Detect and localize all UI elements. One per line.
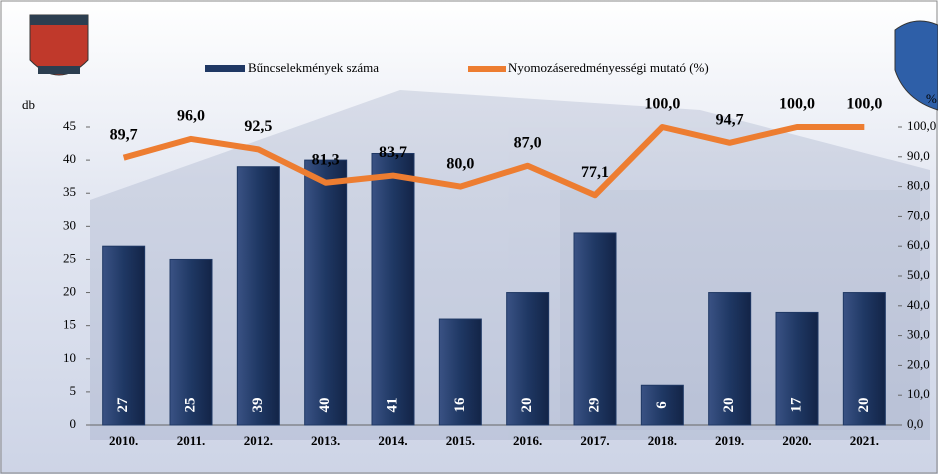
page: {"chart_data": {"type": "bar-line", "y_l… (0, 0, 938, 474)
line-value-label: 92,5 (244, 118, 272, 135)
bar-value-label: 27 (115, 397, 131, 413)
y2-tick-label: 30,0 (907, 327, 930, 342)
line-value-label: 80,0 (446, 155, 474, 172)
y-tick-label: 5 (70, 383, 77, 398)
bar (574, 233, 616, 425)
y2-tick-label: 20,0 (907, 356, 930, 371)
bar-value-label: 16 (452, 397, 468, 413)
y-tick-label: 25 (63, 250, 76, 265)
y-tick-label: 0 (70, 416, 77, 431)
chart: db % Bűncselekmények száma Nyomozáseredm… (0, 0, 938, 474)
y-tick-label: 45 (63, 118, 76, 133)
y2-axis-label: % (926, 91, 937, 106)
y2-tick-label: 10,0 (907, 386, 930, 401)
line-value-label: 89,7 (110, 126, 138, 143)
line-value-label: 96,0 (177, 108, 205, 125)
bar (305, 160, 347, 425)
y-tick-label: 40 (63, 151, 76, 166)
line-value-label: 87,0 (514, 134, 542, 151)
x-tick-label: 2013. (311, 433, 340, 448)
bar-value-label: 20 (856, 398, 872, 413)
x-tick-label: 2014. (378, 433, 407, 448)
x-tick-label: 2020. (782, 433, 811, 448)
y-tick-label: 15 (63, 317, 76, 332)
y2-tick-label: 40,0 (907, 297, 930, 312)
y2-tick-label: 90,0 (907, 148, 930, 163)
y2-tick-label: 100,0 (907, 118, 936, 133)
legend-label: Nyomozáseredményességi mutató (%) (508, 60, 709, 75)
line-value-label: 94,7 (716, 111, 744, 128)
bar-value-label: 39 (250, 398, 266, 413)
legend-label: Bűncselekmények száma (248, 60, 379, 75)
bar-value-label: 20 (519, 398, 535, 413)
bar (372, 153, 414, 425)
x-tick-label: 2015. (446, 433, 475, 448)
x-tick-label: 2011. (177, 433, 206, 448)
y-tick-label: 20 (63, 284, 76, 299)
bar-value-label: 20 (721, 398, 737, 413)
y-tick-label: 35 (63, 184, 76, 199)
y-axis-label: db (22, 97, 35, 112)
x-tick-label: 2010. (109, 433, 138, 448)
line-value-label: 100,0 (644, 96, 680, 113)
line-value-label: 100,0 (846, 96, 882, 113)
line-value-label: 81,3 (312, 151, 340, 168)
bar-value-label: 29 (586, 398, 602, 413)
line-value-label: 100,0 (779, 96, 815, 113)
bar-value-label: 6 (654, 401, 670, 409)
line-value-label: 77,1 (581, 164, 609, 181)
y2-tick-label: 80,0 (907, 178, 930, 193)
y-tick-label: 10 (63, 350, 76, 365)
y2-tick-label: 70,0 (907, 207, 930, 222)
y-tick-label: 30 (63, 217, 76, 232)
y2-tick-label: 50,0 (907, 267, 930, 282)
bar-value-label: 25 (182, 398, 198, 413)
x-tick-label: 2021. (850, 433, 879, 448)
legend-swatch-bar (205, 65, 245, 72)
y2-tick-label: 60,0 (907, 237, 930, 252)
line-value-label: 83,7 (379, 144, 407, 161)
x-tick-label: 2012. (244, 433, 273, 448)
x-tick-label: 2019. (715, 433, 744, 448)
x-tick-label: 2018. (648, 433, 677, 448)
x-tick-label: 2016. (513, 433, 542, 448)
logo-left (30, 15, 88, 75)
bar-value-label: 40 (317, 398, 333, 413)
y2-tick-label: 0,0 (907, 416, 923, 431)
bar-value-label: 41 (384, 398, 400, 413)
bar-value-label: 17 (788, 397, 804, 413)
x-tick-label: 2017. (580, 433, 609, 448)
bar (237, 167, 279, 425)
